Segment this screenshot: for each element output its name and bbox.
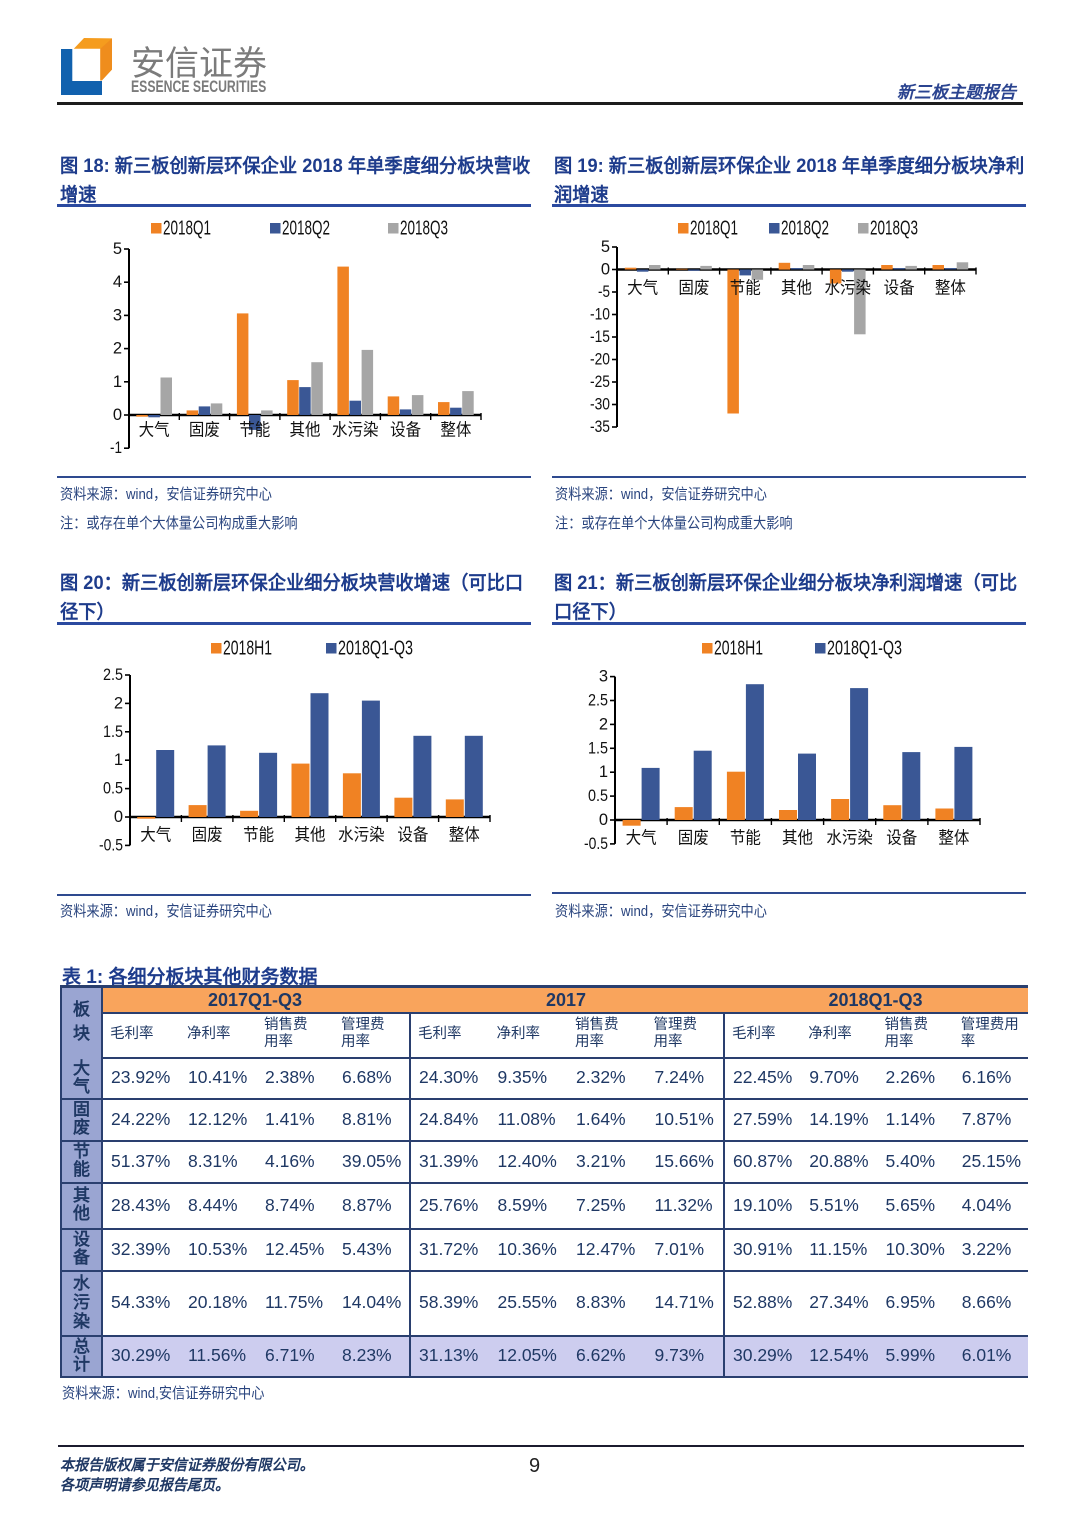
svg-text:2018Q3: 2018Q3 — [400, 218, 448, 240]
svg-text:其他: 其他 — [782, 829, 813, 848]
svg-text:0.5: 0.5 — [103, 780, 123, 798]
svg-text:1.5: 1.5 — [103, 723, 123, 741]
svg-text:固废: 固废 — [189, 421, 220, 440]
svg-text:设备: 设备 — [397, 826, 428, 845]
svg-text:-10: -10 — [590, 306, 610, 324]
svg-text:固废: 固废 — [678, 279, 709, 298]
svg-text:-30: -30 — [590, 396, 610, 414]
svg-text:整体: 整体 — [938, 829, 969, 848]
svg-text:5: 5 — [113, 240, 122, 258]
svg-text:4: 4 — [113, 273, 122, 291]
svg-text:2: 2 — [599, 715, 608, 733]
svg-text:水污染: 水污染 — [338, 826, 385, 845]
svg-text:3: 3 — [599, 668, 608, 686]
svg-text:固废: 固废 — [192, 826, 223, 845]
svg-text:1: 1 — [113, 373, 122, 391]
svg-text:5: 5 — [601, 238, 610, 256]
svg-text:1: 1 — [599, 763, 608, 781]
svg-text:1: 1 — [114, 751, 123, 769]
svg-text:2.5: 2.5 — [588, 692, 608, 710]
svg-text:1.5: 1.5 — [588, 739, 608, 757]
svg-text:节能: 节能 — [730, 279, 761, 298]
svg-text:0: 0 — [114, 808, 123, 826]
svg-text:整体: 整体 — [935, 279, 966, 298]
svg-text:2018H1: 2018H1 — [714, 638, 763, 660]
svg-text:大气: 大气 — [139, 421, 170, 440]
svg-text:设备: 设备 — [886, 829, 917, 848]
svg-text:3: 3 — [113, 306, 122, 324]
svg-text:2: 2 — [113, 340, 122, 358]
svg-text:水污染: 水污染 — [826, 829, 873, 848]
svg-text:-0.5: -0.5 — [584, 835, 608, 853]
svg-text:2018Q1-Q3: 2018Q1-Q3 — [827, 638, 902, 660]
svg-text:-35: -35 — [590, 418, 610, 436]
svg-text:2: 2 — [114, 694, 123, 712]
svg-text:设备: 设备 — [390, 421, 421, 440]
svg-text:大气: 大气 — [627, 279, 658, 298]
svg-text:-1: -1 — [110, 439, 122, 457]
svg-text:2018Q2: 2018Q2 — [282, 218, 330, 240]
svg-text:0: 0 — [601, 261, 610, 279]
svg-text:2018Q1: 2018Q1 — [690, 218, 738, 240]
svg-text:2018Q3: 2018Q3 — [870, 218, 918, 240]
svg-text:其他: 其他 — [290, 421, 321, 440]
svg-text:-5: -5 — [598, 283, 610, 301]
svg-text:固废: 固废 — [678, 829, 709, 848]
svg-text:节能: 节能 — [243, 826, 274, 845]
svg-text:-20: -20 — [590, 351, 610, 369]
svg-text:水污染: 水污染 — [332, 421, 379, 440]
svg-text:水污染: 水污染 — [825, 279, 872, 298]
svg-text:大气: 大气 — [140, 826, 171, 845]
svg-text:其他: 其他 — [295, 826, 326, 845]
svg-text:-25: -25 — [590, 373, 610, 391]
svg-text:0: 0 — [113, 406, 122, 424]
svg-text:整体: 整体 — [449, 826, 480, 845]
svg-text:大气: 大气 — [626, 829, 657, 848]
svg-text:-0.5: -0.5 — [99, 836, 123, 854]
svg-text:-15: -15 — [590, 328, 610, 346]
svg-text:0: 0 — [599, 811, 608, 829]
svg-text:整体: 整体 — [440, 421, 471, 440]
svg-text:2018H1: 2018H1 — [223, 638, 272, 660]
svg-text:2.5: 2.5 — [103, 666, 123, 684]
svg-text:节能: 节能 — [239, 421, 270, 440]
svg-text:2018Q1-Q3: 2018Q1-Q3 — [338, 638, 413, 660]
svg-text:节能: 节能 — [730, 829, 761, 848]
svg-text:0.5: 0.5 — [588, 787, 608, 805]
svg-text:设备: 设备 — [884, 279, 915, 298]
svg-text:其他: 其他 — [781, 279, 812, 298]
svg-text:2018Q2: 2018Q2 — [781, 218, 829, 240]
svg-text:2018Q1: 2018Q1 — [163, 218, 211, 240]
